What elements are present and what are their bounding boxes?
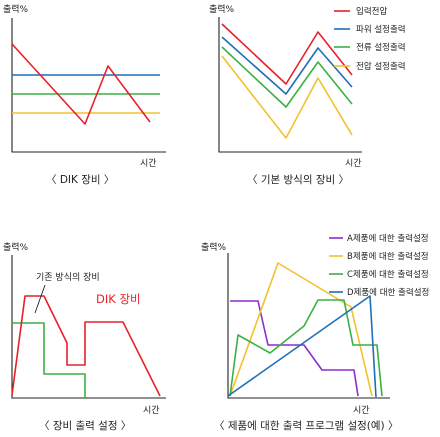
legend2-voltage: 전압 설정출력 xyxy=(356,61,406,72)
panel3-annotation-pointer xyxy=(34,284,46,314)
panel1-axes xyxy=(11,18,166,153)
panel3-x-label: 시간 xyxy=(143,405,160,416)
panel-product-output-program: 출력% 시간 〈 제품에 대한 출력 프로그램 설정(예) 〉 A제품에 대한 … xyxy=(201,233,429,432)
panel4-axes xyxy=(227,253,390,399)
legend2-input-voltage: 입력전압 xyxy=(356,6,387,17)
panel3-caption: 〈 장비 출력 설정 〉 xyxy=(39,420,131,432)
panel4-line-product-d xyxy=(227,295,377,398)
panel4-line-product-a xyxy=(230,300,359,397)
panel2-legend: 입력전압 파워 설정출력 전류 설정출력 전압 설정출력 xyxy=(334,6,406,72)
panel2-x-label: 시간 xyxy=(345,158,362,169)
panel2-axes xyxy=(218,17,362,153)
panel4-line-product-c xyxy=(229,299,383,397)
panel3-axes xyxy=(11,255,166,399)
panel4-legend: A제품에 대한 출력설정 B제품에 대한 출력설정 C제품에 대한 출력설정 D… xyxy=(329,233,429,298)
panel2-line-input-voltage xyxy=(221,23,353,85)
legend2-current: 전류 설정출력 xyxy=(356,42,406,53)
legend4-product-d: D제품에 대한 출력설정 xyxy=(347,287,429,298)
panel3-annotation-basic: 기존 방식의 장비 xyxy=(36,272,100,283)
panel2-line-voltage xyxy=(221,55,353,139)
panel4-y-label: 출력% xyxy=(201,241,227,253)
panel2-line-current xyxy=(221,46,353,108)
panel4-caption: 〈 제품에 대한 출력 프로그램 설정(예) 〉 xyxy=(214,419,398,432)
panel2-y-label: 출력% xyxy=(209,3,235,15)
legend4-product-c: C제품에 대한 출력설정 xyxy=(347,269,429,280)
panel4-line-product-b xyxy=(229,262,373,397)
panel2-caption: 〈 기본 방식의 장비 〉 xyxy=(247,174,349,186)
panel3-line-dik xyxy=(11,295,161,397)
legend4-product-b: B제품에 대한 출력설정 xyxy=(347,251,429,262)
legend4-product-a: A제품에 대한 출력설정 xyxy=(347,233,429,244)
panel-basic-equipment: 출력% 시간 〈 기본 방식의 장비 〉 입력전압 파워 설정출력 전류 설정출… xyxy=(209,3,406,186)
panel-dik-equipment: 출력% 시간 〈 DIK 장비 〉 xyxy=(3,3,166,186)
panel1-caption: 〈 DIK 장비 〉 xyxy=(46,174,114,186)
panel3-y-label: 출력% xyxy=(3,241,29,253)
panel3-line-basic xyxy=(12,322,86,398)
panel3-annotation-dik: DIK 장비 xyxy=(96,292,141,306)
legend2-power: 파워 설정출력 xyxy=(356,24,406,35)
panel-equipment-output-setting: 출력% 시간 기존 방식의 장비 DIK 장비 〈 장비 출력 설정 〉 xyxy=(3,241,166,432)
panel1-x-label: 시간 xyxy=(140,158,157,169)
panel4-x-label: 시간 xyxy=(353,405,370,416)
panel2-line-power xyxy=(221,36,353,95)
panel1-line-input-voltage xyxy=(11,43,151,125)
panel1-y-label: 출력% xyxy=(3,3,29,15)
